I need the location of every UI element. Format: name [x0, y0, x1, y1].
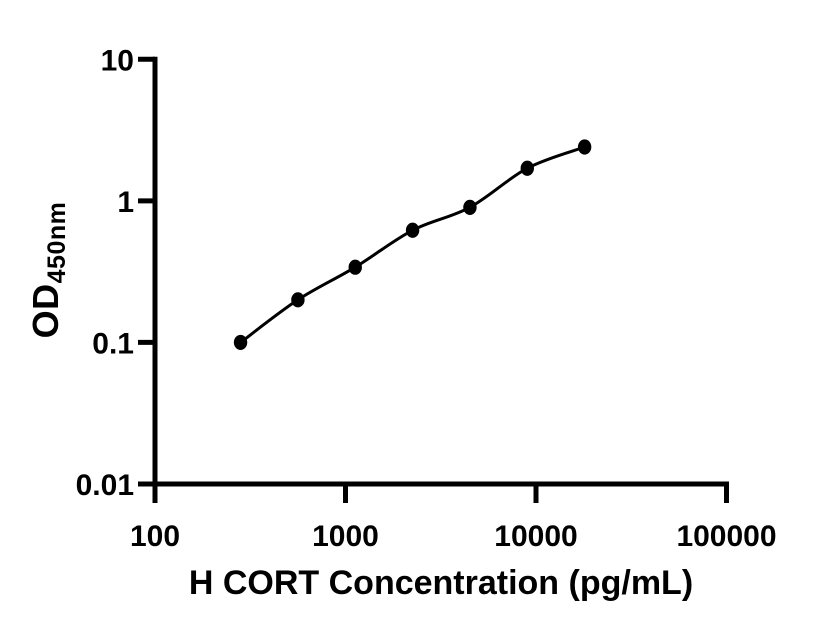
- data-point: [233, 334, 248, 351]
- x-tick-label: 100: [130, 520, 180, 553]
- y-tick-label: 10: [101, 44, 134, 77]
- curve-line: [239, 145, 586, 344]
- data-point: [291, 292, 305, 308]
- x-tick-label: 1000: [312, 520, 379, 553]
- y-axis-title-main: OD: [25, 283, 66, 339]
- data-point: [520, 160, 534, 176]
- data-point: [405, 222, 420, 238]
- y-tick-label: 0.1: [92, 327, 134, 360]
- y-tick-label: 1: [117, 186, 134, 219]
- x-tick-label: 100000: [676, 520, 776, 553]
- data-point: [463, 199, 477, 215]
- x-tick-label: 10000: [494, 520, 577, 553]
- y-axis-title-subscript: 450nm: [43, 201, 71, 284]
- x-axis-title: H CORT Concentration (pg/mL): [188, 564, 694, 602]
- data-point: [577, 139, 592, 155]
- data-point: [348, 259, 362, 275]
- y-tick-label: 0.01: [76, 469, 134, 502]
- y-axis-title: OD450nm: [25, 202, 71, 339]
